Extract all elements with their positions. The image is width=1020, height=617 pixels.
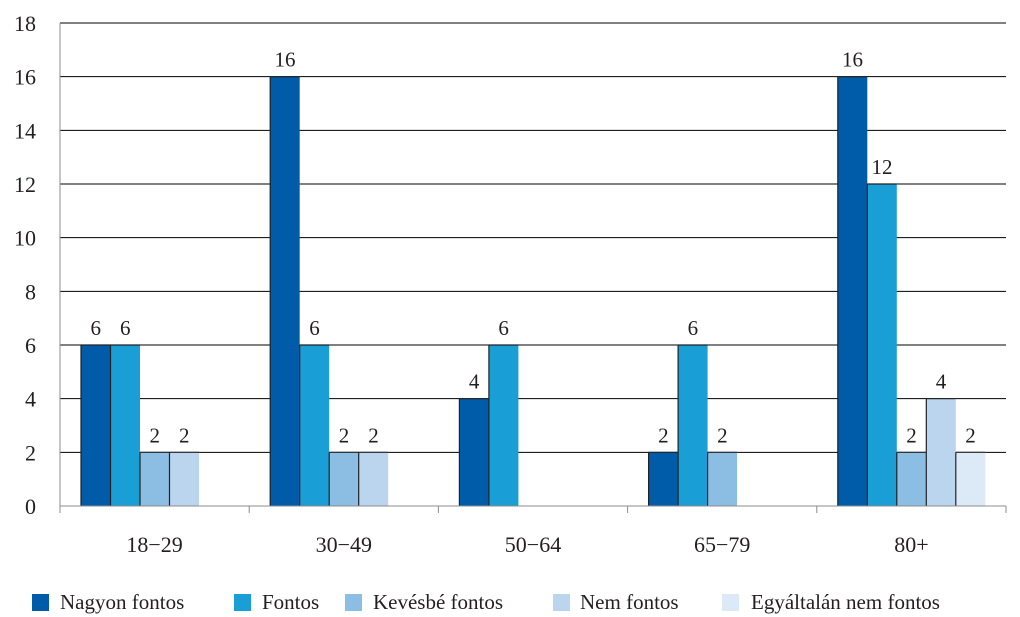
y-tick-label: 4 <box>25 387 36 412</box>
legend-label: Fontos <box>262 590 319 614</box>
data-label: 6 <box>120 316 131 340</box>
bar <box>896 452 927 506</box>
legend: Nagyon fontos Fontos Kevésbé fontos Nem fon… <box>32 590 940 614</box>
legend-swatch <box>553 594 570 611</box>
legend-swatch <box>722 594 739 611</box>
data-label: 4 <box>936 370 947 394</box>
data-label: 4 <box>469 370 480 394</box>
data-label: 2 <box>179 423 190 447</box>
data-label: 6 <box>309 316 320 340</box>
bar <box>488 345 519 506</box>
y-tick-label: 0 <box>25 494 36 519</box>
legend-swatch <box>345 594 362 611</box>
y-tick-label: 14 <box>14 118 36 143</box>
legend-swatch <box>32 594 49 611</box>
legend-label: Egyáltalán nem fontos <box>751 590 940 614</box>
legend-swatch <box>234 594 251 611</box>
bar <box>459 398 489 506</box>
data-label: 2 <box>965 423 976 447</box>
bar <box>678 345 708 506</box>
legend-label: Nagyon fontos <box>60 590 184 614</box>
data-label: 16 <box>842 48 863 72</box>
data-label: 6 <box>498 316 509 340</box>
x-tick-label: 18−29 <box>126 532 182 557</box>
bar <box>867 184 897 506</box>
bar <box>299 345 330 506</box>
y-tick-label: 10 <box>14 226 36 251</box>
data-label: 2 <box>717 423 728 447</box>
y-tick-label: 18 <box>14 11 36 36</box>
y-tick-label: 6 <box>25 333 36 358</box>
data-label: 2 <box>150 423 161 447</box>
bar <box>955 452 986 506</box>
data-label: 2 <box>368 423 379 447</box>
bars <box>80 76 986 507</box>
y-tick-label: 12 <box>14 172 36 197</box>
legend-label: Nem fontos <box>580 590 679 614</box>
bar <box>837 76 868 507</box>
bar <box>110 345 140 506</box>
data-label: 16 <box>274 48 295 72</box>
bar <box>81 345 111 506</box>
y-tick-label: 16 <box>14 65 36 90</box>
x-tick-label: 50−64 <box>505 532 561 557</box>
gridlines <box>60 22 1006 453</box>
data-label: 6 <box>91 316 102 340</box>
bar <box>707 452 738 506</box>
data-label: 2 <box>658 423 669 447</box>
legend-label: Kevésbé fontos <box>373 590 503 614</box>
bar <box>270 76 300 507</box>
bar <box>169 452 199 506</box>
data-label: 2 <box>906 423 917 447</box>
bar <box>329 452 359 506</box>
bar <box>648 452 679 506</box>
y-tick-label: 2 <box>25 440 36 465</box>
data-label: 12 <box>872 155 893 179</box>
data-label: 2 <box>339 423 350 447</box>
y-tick-label: 8 <box>25 279 36 304</box>
x-tick-label: 65−79 <box>694 532 750 557</box>
x-tick-label: 30−49 <box>316 532 372 557</box>
x-tick-label: 80+ <box>894 532 928 557</box>
bar <box>926 398 956 506</box>
bar <box>358 452 389 506</box>
axes: 0 2 4 6 8 10 12 14 16 18 18−29 30−49 50−64 65−79 80+ <box>14 11 1007 557</box>
bar <box>140 452 170 506</box>
data-label: 6 <box>688 316 699 340</box>
